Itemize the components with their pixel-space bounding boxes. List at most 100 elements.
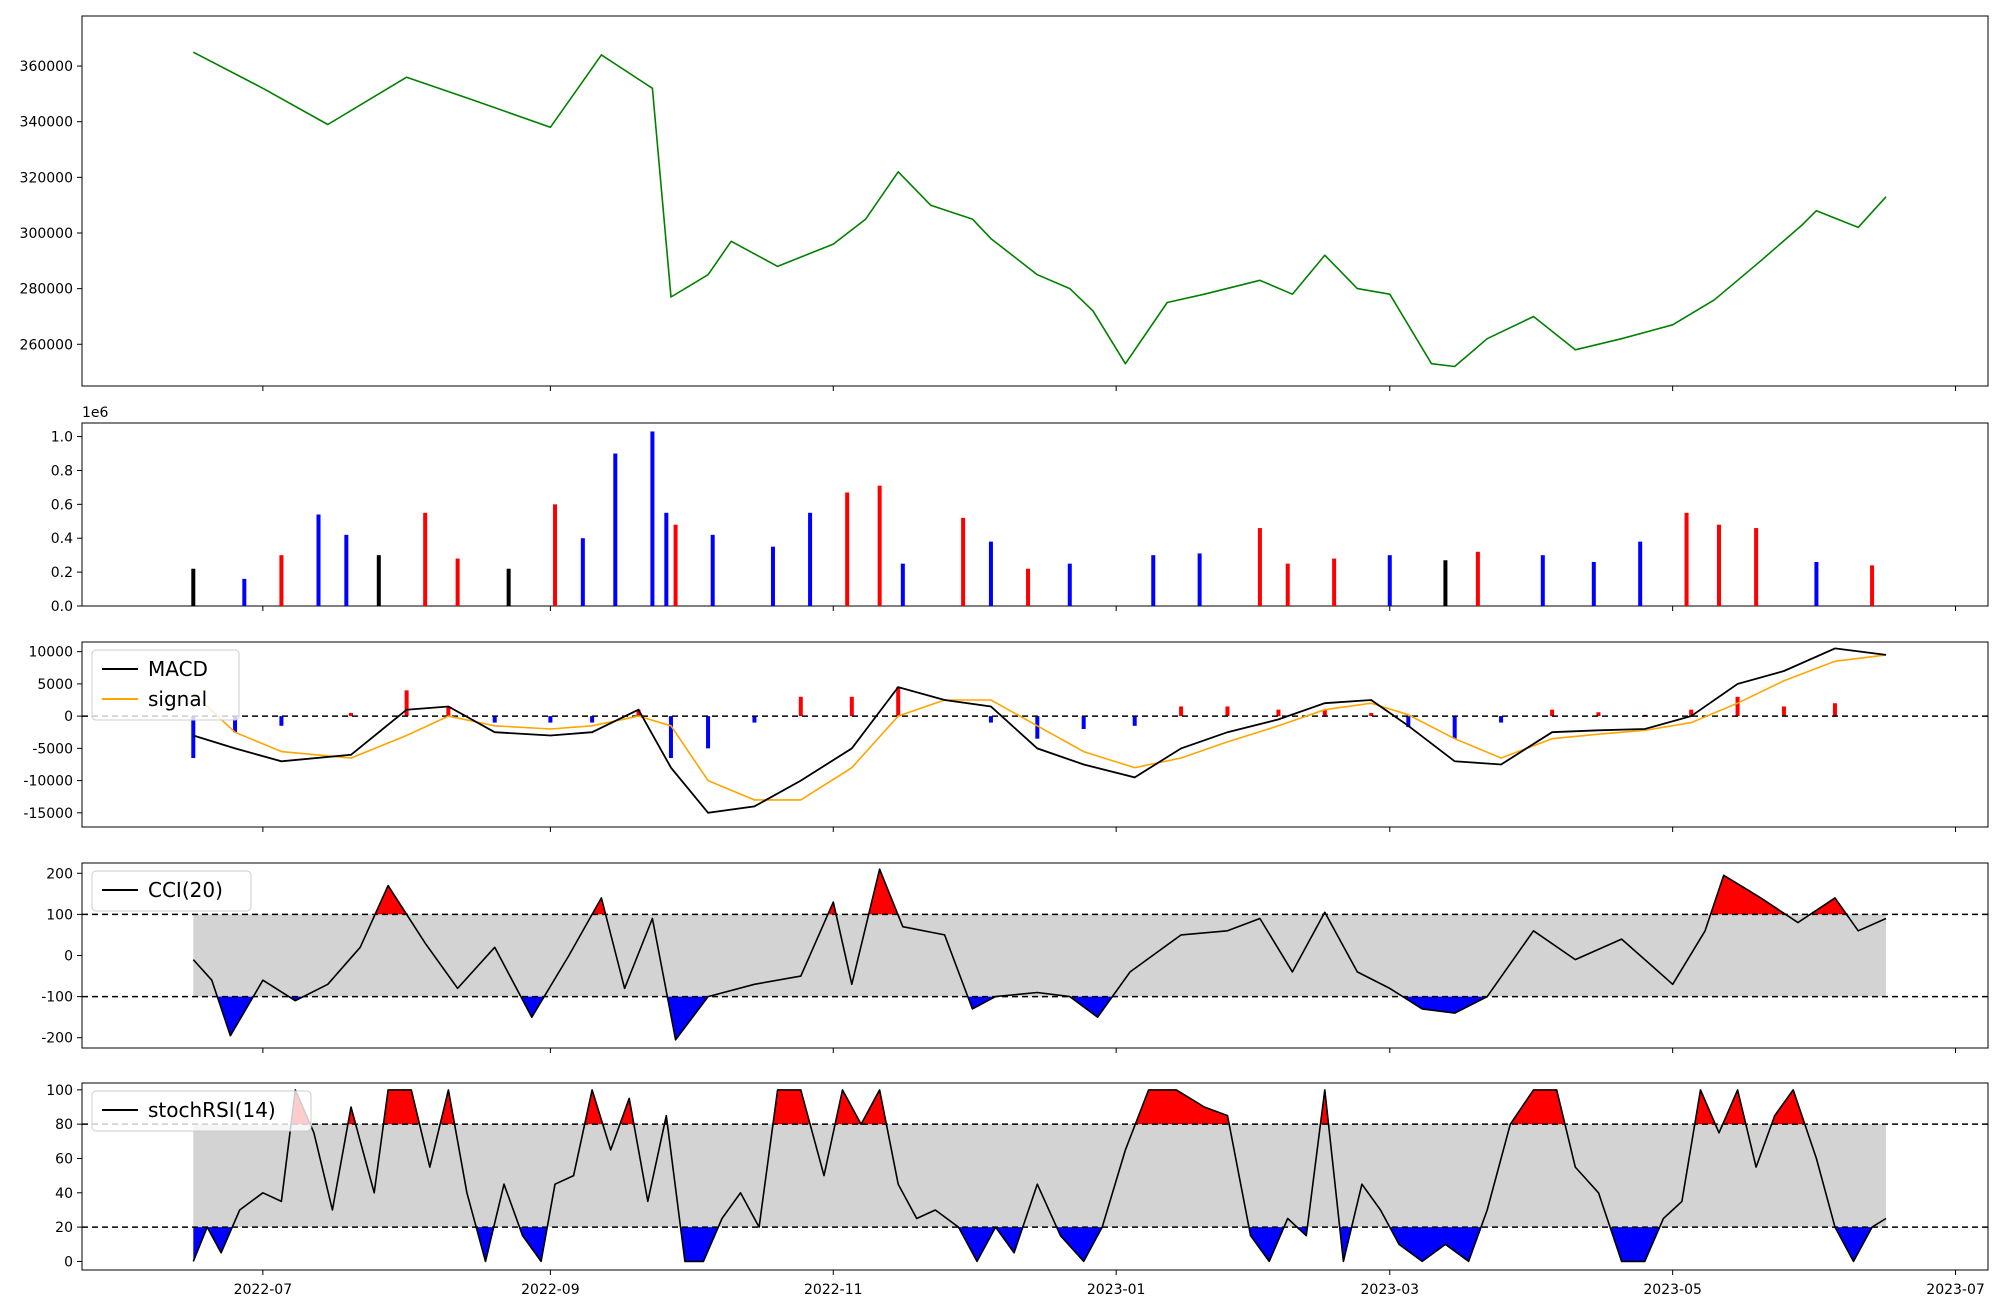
cci-legend-label: CCI(20) — [148, 878, 223, 902]
volume-bar — [1257, 528, 1262, 606]
macd-legend-label: MACD — [148, 657, 208, 681]
macd-histogram-bar — [1781, 706, 1786, 717]
volume-bar — [1684, 512, 1689, 606]
macd-histogram-bar — [1735, 696, 1740, 717]
volume-bar — [1870, 565, 1875, 606]
macd-histogram-bar — [279, 716, 284, 726]
macd-ytick-label: 10000 — [28, 645, 73, 661]
macd-legend-label: signal — [148, 687, 207, 711]
cci-overbought-fill — [868, 869, 898, 915]
volume-bar — [1026, 568, 1031, 606]
price-ytick-label: 360000 — [20, 59, 73, 75]
stochrsi-overbought-fill — [1722, 1089, 1746, 1125]
stochrsi-oversold-fill — [680, 1227, 719, 1262]
volume-bar — [1540, 555, 1545, 606]
cci-ytick-label: -200 — [41, 1031, 73, 1047]
macd-ytick-label: -10000 — [23, 774, 73, 790]
stochrsi-neutral-band — [193, 1124, 1886, 1228]
cci-legend: CCI(20) — [91, 870, 252, 912]
macd-histogram-bar — [548, 716, 553, 723]
stochrsi-oversold-fill — [476, 1227, 494, 1262]
cci-oversold-fill — [667, 996, 709, 1040]
macd-histogram-bar — [1499, 716, 1504, 723]
volume-bar — [1332, 558, 1337, 606]
macd-histogram-bar — [1035, 716, 1040, 739]
stochrsi-overbought-fill — [383, 1089, 420, 1125]
volume-bar — [1197, 553, 1202, 606]
stochrsi-oversold-fill — [519, 1227, 548, 1262]
macd-histogram-bar — [1081, 716, 1086, 730]
volume-bar — [1475, 551, 1480, 606]
volume-bar — [613, 453, 618, 606]
macd-histogram-bar — [1276, 709, 1281, 717]
volume-bar — [710, 534, 715, 606]
volume-bar — [845, 492, 850, 606]
cci-oversold-fill — [217, 996, 254, 1036]
macd-histogram-bar — [1689, 709, 1694, 717]
macd-histogram-bar — [752, 716, 757, 723]
stochrsi-oversold-fill — [1056, 1227, 1103, 1262]
volume-panel-frame — [81, 422, 1989, 607]
volume-offset-label: 1e6 — [82, 405, 109, 421]
macd-histogram-bar — [191, 716, 196, 759]
stochrsi-legend-label: stochRSI(14) — [148, 1098, 276, 1122]
price-ytick-label: 320000 — [20, 170, 73, 186]
macd-ytick-label: -5000 — [32, 741, 73, 757]
stochrsi-overbought-fill — [773, 1089, 811, 1125]
volume-bar — [900, 563, 905, 606]
volume-ytick-label: 0.8 — [51, 463, 73, 479]
volume-bar — [279, 555, 284, 606]
volume-bar — [191, 568, 196, 606]
x-tick-label: 2023-01 — [1087, 1282, 1146, 1298]
cci-oversold-fill — [1069, 996, 1113, 1018]
stochrsi-legend: stochRSI(14) — [91, 1090, 312, 1132]
volume-ytick-label: 0.4 — [51, 531, 73, 547]
cci-legend-box — [91, 870, 252, 912]
cci-overbought-fill — [375, 885, 407, 915]
volume-bar — [553, 504, 558, 606]
volume-ytick-label: 1.0 — [51, 430, 73, 446]
volume-bar — [455, 558, 460, 606]
stochrsi-overbought-fill — [1320, 1089, 1329, 1125]
x-tick-label: 2023-03 — [1361, 1282, 1420, 1298]
volume-bar — [664, 512, 669, 606]
volume-bar — [506, 568, 511, 606]
volume-bar — [1387, 555, 1392, 606]
stochrsi-overbought-fill — [1694, 1089, 1716, 1125]
macd-histogram-bar — [446, 706, 451, 717]
stochrsi-panel-frame — [81, 1082, 1989, 1271]
price-panel-frame — [81, 15, 1989, 387]
macd-line — [193, 647, 1887, 814]
macd-histogram-bar — [1322, 709, 1327, 717]
stochrsi-overbought-fill — [1510, 1089, 1565, 1125]
stochrsi-ytick-label: 80 — [55, 1117, 73, 1133]
volume-bar — [650, 431, 655, 606]
x-tick-label: 2022-07 — [234, 1282, 293, 1298]
stochrsi-oversold-fill — [1249, 1227, 1284, 1262]
macd-histogram-bar — [590, 716, 595, 723]
signal-line — [192, 654, 1887, 801]
macd-histogram-bar — [896, 687, 901, 717]
volume-ytick-label: 0.6 — [51, 497, 73, 513]
macd-ytick-label: -15000 — [23, 806, 73, 822]
macd-histogram-bar — [1596, 712, 1601, 717]
volume-bar — [770, 546, 775, 606]
macd-histogram-bar — [706, 716, 711, 749]
macd-histogram-bar — [1832, 703, 1837, 717]
cci-ytick-label: 0 — [64, 949, 73, 965]
macd-histogram-bar — [849, 696, 854, 717]
macd-histogram-bar — [988, 716, 993, 723]
volume-bar — [988, 541, 993, 606]
volume-bar — [877, 485, 882, 606]
macd-histogram-bar — [1132, 716, 1137, 726]
cci-ytick-label: 100 — [46, 907, 73, 923]
price-line — [192, 51, 1887, 368]
stochrsi-oversold-fill — [207, 1227, 233, 1253]
price-ytick-label: 260000 — [20, 337, 73, 353]
volume-bar — [580, 538, 585, 606]
macd-histogram-bar — [404, 690, 409, 717]
cci-overbought-fill — [1710, 875, 1786, 915]
cci-ytick-label: 200 — [46, 866, 73, 882]
macd-ytick-label: 5000 — [37, 677, 73, 693]
